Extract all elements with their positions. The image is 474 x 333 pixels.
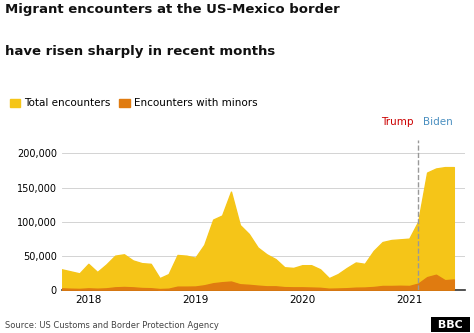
Text: have risen sharply in recent months: have risen sharply in recent months	[5, 45, 275, 58]
Legend: Total encounters, Encounters with minors: Total encounters, Encounters with minors	[10, 99, 257, 109]
Text: Trump: Trump	[381, 117, 413, 127]
Text: Biden: Biden	[422, 117, 452, 127]
Text: Source: US Customs and Border Protection Agency: Source: US Customs and Border Protection…	[5, 321, 219, 330]
Text: BBC: BBC	[434, 320, 467, 330]
Text: Migrant encounters at the US-Mexico border: Migrant encounters at the US-Mexico bord…	[5, 3, 339, 16]
